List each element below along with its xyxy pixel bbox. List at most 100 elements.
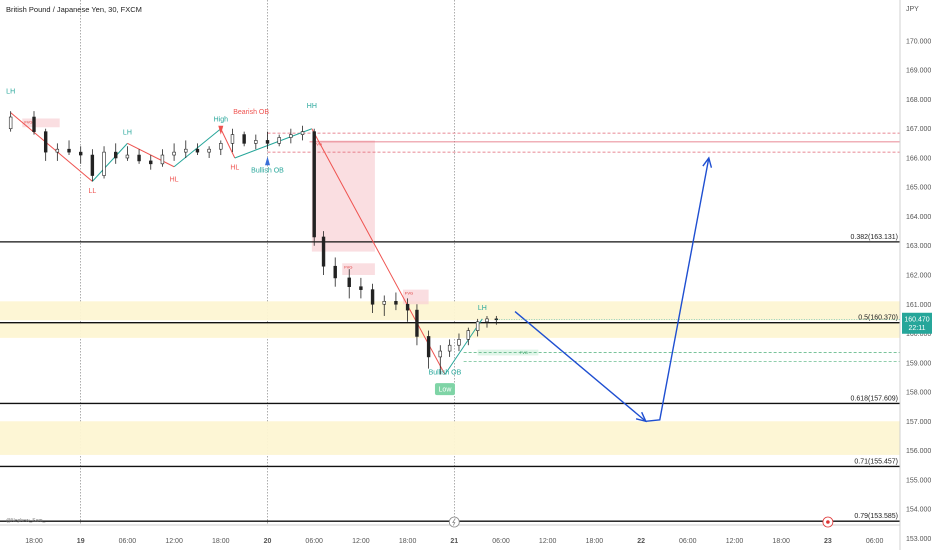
fib-zone-2 <box>0 421 900 455</box>
candle <box>438 350 442 358</box>
candle <box>219 143 223 150</box>
x-tick-label: 06:00 <box>119 538 137 545</box>
bull-marker-icon <box>265 156 270 166</box>
candle <box>405 303 410 311</box>
event-marker-icon <box>448 516 460 528</box>
x-tick-label: 06:00 <box>492 538 510 545</box>
candle <box>67 148 71 153</box>
fib-zone-0 <box>0 301 900 321</box>
candle <box>382 301 386 305</box>
watermark: @Nephew_Sam_ <box>6 518 45 524</box>
x-tick-label: 19 <box>77 538 85 545</box>
x-tick-label: 18:00 <box>25 538 43 545</box>
last-price-value: 160.470 <box>904 316 929 323</box>
candle <box>321 236 326 267</box>
x-tick-label: 21 <box>450 538 458 545</box>
last-price-timer: 22:11 <box>909 325 926 332</box>
low-badge <box>434 383 455 396</box>
candle <box>114 151 118 159</box>
candle <box>426 336 431 358</box>
candle <box>347 277 351 288</box>
candle <box>184 148 188 153</box>
structure-line-5 <box>234 128 313 159</box>
candle <box>172 151 176 156</box>
x-tick-label: 12:00 <box>726 538 744 545</box>
candle <box>277 137 281 144</box>
candles <box>8 111 499 375</box>
structure-labels: LH LL LH HL High HL HH LH Bearish OB Bullish OB Bu… <box>6 89 487 396</box>
candle <box>90 154 95 176</box>
ob-label-2: Bullish OB <box>429 369 462 376</box>
swing-label-4: High <box>214 116 229 123</box>
y-tick-label: 162.000 <box>906 273 931 280</box>
x-tick-label: 18:00 <box>399 538 417 545</box>
y-tick-label: 166.000 <box>906 155 931 162</box>
chart-title: British Pound / Japanese Yen, 30, FXCM <box>6 5 142 14</box>
fib-label-0: 0.382(163.131) <box>851 234 898 241</box>
x-tick-label: 06:00 <box>305 538 323 545</box>
fvg-box-0 <box>22 118 60 128</box>
candle <box>43 131 48 153</box>
projection-path <box>514 157 710 423</box>
y-tick-label: 163.000 <box>906 243 931 250</box>
swing-label-3: HL <box>170 176 179 183</box>
candle <box>265 140 270 144</box>
y-tick-label: 154.000 <box>906 507 931 514</box>
candle <box>149 160 153 165</box>
swing-label-2: LH <box>123 130 132 137</box>
x-tick-label: 20 <box>264 538 272 545</box>
market-structure <box>10 112 483 375</box>
fib-label-2: 0.618(157.609) <box>851 395 898 402</box>
candle <box>485 318 489 323</box>
swing-label-7: LH <box>478 305 487 312</box>
y-tick-label: 164.000 <box>906 214 931 221</box>
candle <box>447 344 452 352</box>
x-tick-label: 22 <box>637 538 645 545</box>
fvg-label: FVG <box>314 141 322 146</box>
x-tick-label: 12:00 <box>539 538 557 545</box>
swing-label-5: HL <box>230 165 239 172</box>
candle <box>8 116 13 130</box>
y-tick-label: 160.000 <box>906 331 931 338</box>
projection-arrow <box>514 156 713 423</box>
swing-label-1: LL <box>88 188 96 195</box>
candle <box>102 151 106 176</box>
y-tick-label: 157.000 <box>906 419 931 426</box>
candle <box>466 330 471 340</box>
y-tick-label: 167.000 <box>906 126 931 133</box>
fib-levels: 0.382(163.131) 0.5(160.370) 0.618(157.609)… <box>0 234 900 522</box>
y-tick-label: 161.000 <box>906 302 931 309</box>
candle <box>394 301 398 305</box>
candle <box>475 321 480 331</box>
candle <box>242 134 246 144</box>
structure-line-6 <box>311 128 446 375</box>
candle <box>195 148 200 153</box>
structure-line-4 <box>220 128 236 159</box>
fvg-label: FVG <box>344 264 352 269</box>
structure-line-0 <box>10 112 93 182</box>
projection-arrowhead-up <box>702 156 713 168</box>
candle <box>457 339 461 346</box>
x-tick-label: 12:00 <box>352 538 370 545</box>
fvg-label: FVG <box>405 291 413 296</box>
y-axis-currency: JPY <box>906 6 919 13</box>
candle <box>79 151 83 156</box>
fib-label-1: 0.5(160.370) <box>858 315 898 322</box>
fvg-box-1 <box>311 140 375 252</box>
y-tick-label: 158.000 <box>906 390 931 397</box>
ob-label-1: Bullish OB <box>251 168 284 175</box>
structure-line-1 <box>92 143 128 182</box>
swing-label-0: LH <box>6 89 15 96</box>
candle <box>333 265 337 279</box>
x-tick-label: 18:00 <box>772 538 790 545</box>
last-price-badge <box>902 312 932 334</box>
y-tick-label: 155.000 <box>906 477 931 484</box>
fib-label-4: 0.79(153.585) <box>854 513 898 520</box>
fib-zone-1 <box>0 322 900 338</box>
fib-label-3: 0.71(155.457) <box>854 458 898 465</box>
candle <box>300 131 305 135</box>
